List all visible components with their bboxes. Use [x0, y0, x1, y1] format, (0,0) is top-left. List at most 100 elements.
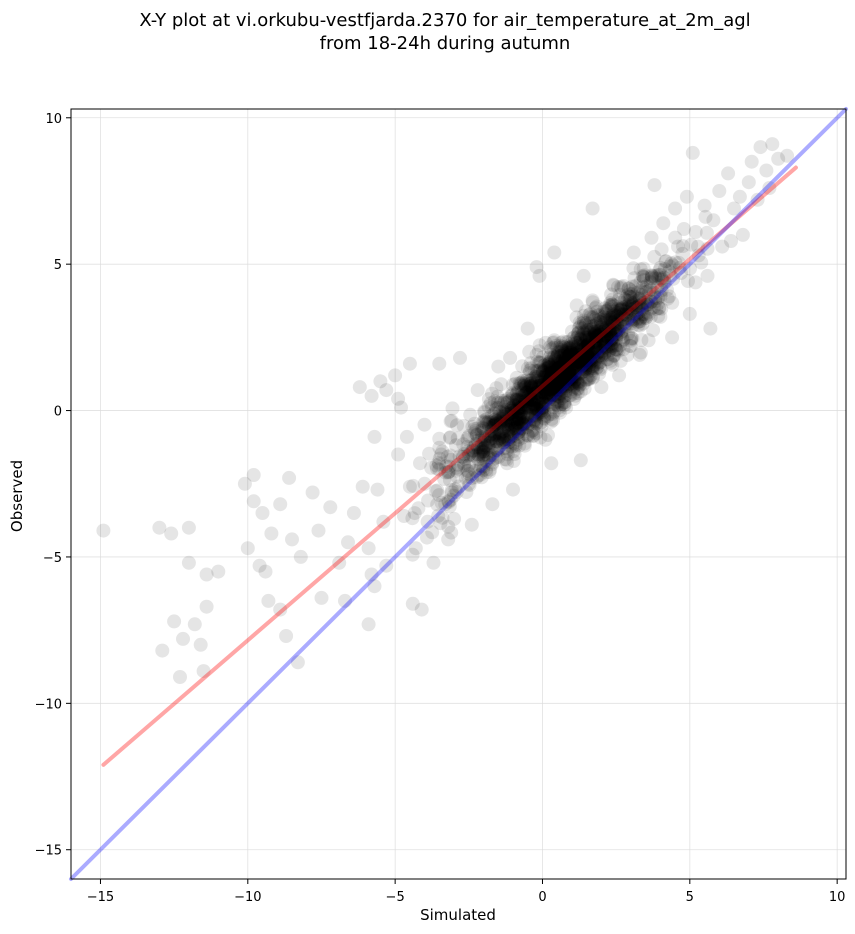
data-point-cloud-337 — [567, 348, 582, 363]
data-point-cloud-540 — [646, 300, 661, 315]
data-point-cloud-1440 — [599, 318, 614, 333]
data-point-cloud-119 — [494, 429, 509, 444]
data-point-cloud-1196 — [524, 408, 539, 423]
data-point-cloud-1482 — [502, 415, 517, 430]
data-point-cloud-1399 — [548, 373, 563, 388]
data-point-cloud-447 — [590, 360, 605, 375]
data-point-cloud-1126 — [521, 376, 536, 391]
data-point-106 — [562, 347, 576, 362]
data-point-cloud-1230 — [564, 373, 579, 388]
data-point-cloud-716 — [542, 360, 557, 375]
data-point-11 — [199, 599, 214, 614]
data-point-cloud-1600 — [611, 303, 626, 318]
data-point-42 — [373, 374, 388, 389]
data-point-cloud-1547 — [638, 295, 653, 310]
data-point-30 — [293, 549, 308, 564]
data-point-127 — [632, 347, 647, 362]
data-point-cloud-1589 — [485, 457, 500, 472]
data-point-cloud-846 — [507, 417, 522, 432]
data-point-cloud-1613 — [652, 301, 667, 316]
data-point-cloud-1181 — [498, 419, 513, 434]
data-point-cloud-1505 — [566, 372, 581, 387]
data-point-cloud-919 — [535, 385, 549, 400]
data-point-cloud-227 — [532, 378, 547, 393]
data-point-cloud-147 — [528, 389, 543, 404]
data-point-cloud-1738 — [603, 326, 618, 341]
data-point-cloud-595 — [546, 369, 561, 384]
data-point-cloud-1473 — [666, 258, 680, 273]
data-point-cloud-481 — [600, 332, 615, 346]
data-point-cloud-987 — [569, 350, 584, 365]
data-point-cloud-1144 — [533, 430, 548, 445]
data-point-cloud-1401 — [560, 364, 575, 379]
data-point-cloud-1088 — [529, 394, 544, 409]
data-point-cloud-681 — [545, 358, 560, 373]
data-point-cloud-971 — [586, 318, 601, 333]
data-point-cloud-977 — [616, 279, 631, 293]
data-point-cloud-117 — [551, 361, 566, 376]
data-point-cloud-928 — [565, 357, 580, 372]
data-point-cloud-1619 — [561, 376, 576, 391]
data-point-cloud-877 — [553, 360, 568, 375]
data-point-cloud-152 — [511, 381, 526, 396]
data-point-cloud-1618 — [429, 461, 444, 476]
data-point-cloud-1251 — [598, 338, 613, 353]
data-point-cloud-572 — [537, 395, 551, 410]
data-point-cloud-1023 — [635, 307, 650, 322]
data-point-cloud-1502 — [526, 392, 541, 407]
data-point-cloud-188 — [641, 307, 656, 322]
data-point-cloud-98 — [450, 457, 465, 472]
data-point-cloud-920 — [527, 386, 542, 401]
data-point-cloud-1054 — [579, 339, 594, 353]
data-point-88 — [511, 397, 526, 412]
data-point-cloud-767 — [542, 365, 557, 380]
data-point-cloud-1438 — [561, 367, 576, 381]
data-point-cloud-1260 — [644, 294, 659, 309]
data-point-cloud-163 — [559, 354, 574, 369]
data-point-cloud-1445 — [557, 348, 572, 363]
data-point-cloud-1421 — [576, 326, 591, 341]
data-point-79 — [479, 412, 494, 427]
x-tick-label-3: 0 — [538, 890, 546, 905]
data-point-cloud-1696 — [592, 328, 607, 343]
data-point-cloud-754 — [631, 311, 646, 326]
data-point-cloud-830 — [548, 362, 563, 377]
data-point-cloud-1370 — [544, 347, 558, 362]
data-point-cloud-1167 — [542, 390, 557, 405]
data-point-cloud-162 — [590, 328, 605, 343]
data-point-cloud-679 — [443, 452, 458, 467]
data-point-cloud-936 — [467, 422, 482, 437]
data-point-cloud-474 — [593, 355, 608, 369]
data-point-cloud-1255 — [624, 331, 639, 346]
data-point-cloud-399 — [511, 392, 526, 407]
data-point-cloud-176 — [564, 363, 579, 378]
data-point-cloud-1661 — [441, 495, 456, 510]
data-point-cloud-160 — [554, 356, 569, 371]
data-point-8 — [193, 637, 208, 652]
data-point-cloud-871 — [571, 358, 586, 373]
data-point-32 — [311, 523, 326, 538]
data-point-cloud-973 — [481, 392, 496, 407]
data-point-cloud-911 — [568, 336, 583, 350]
data-point-cloud-1413 — [499, 429, 514, 444]
data-point-cloud-1658 — [597, 326, 612, 341]
data-point-cloud-861 — [544, 375, 558, 390]
data-point-cloud-1174 — [538, 368, 553, 383]
data-point-86 — [503, 350, 518, 365]
data-point-cloud-817 — [603, 326, 618, 341]
data-point-cloud-1324 — [499, 406, 514, 421]
data-point-cloud-1258 — [548, 353, 563, 368]
data-point-cloud-816 — [625, 296, 640, 311]
data-point-cloud-78 — [561, 350, 576, 365]
data-point-cloud-1035 — [541, 368, 556, 383]
data-point-131 — [644, 230, 659, 245]
data-point-cloud-1798 — [542, 382, 557, 397]
data-point-cloud-929 — [584, 345, 599, 360]
data-point-cloud-1138 — [610, 309, 625, 324]
data-point-cloud-787 — [493, 413, 508, 428]
data-point-cloud-75 — [501, 428, 516, 443]
data-point-53 — [367, 579, 382, 594]
data-point-cloud-524 — [529, 414, 544, 429]
data-point-cloud-845 — [521, 385, 536, 400]
data-point-cloud-1430 — [502, 430, 517, 445]
